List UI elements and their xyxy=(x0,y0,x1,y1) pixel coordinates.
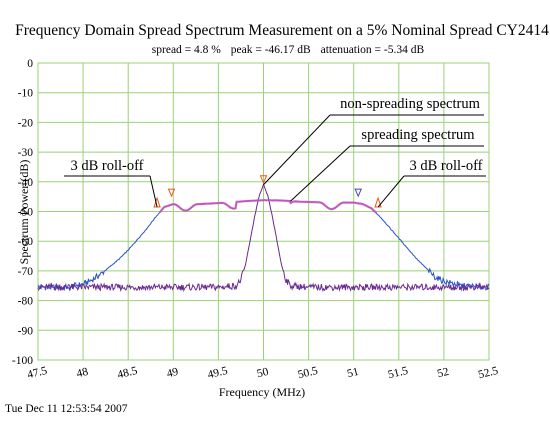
grid xyxy=(37,62,490,361)
y-tick-label: -10 xyxy=(18,88,34,100)
subtitle-attenuation: attenuation = -5.34 dB xyxy=(321,44,425,56)
x-tick-label: 48 xyxy=(75,366,89,380)
smoothed-spreading-line xyxy=(158,199,378,214)
x-tick-label: 51.5 xyxy=(387,365,410,382)
local-peak-marker xyxy=(354,188,362,198)
x-tick-label: 48.5 xyxy=(116,365,139,382)
y-tick-label: -20 xyxy=(18,117,34,129)
annotation-rolloff-right-leader xyxy=(377,175,405,208)
chart-subtitle: spread = 4.8 % peak = -46.17 dB attenuat… xyxy=(152,44,425,56)
y-axis-label: Spectrum Power (dB) xyxy=(17,160,31,265)
y-tick-labels: 0 -10 -20 -30 -40 -50 -60 -70 -80 -90 -100 xyxy=(12,58,33,367)
chart-title: Frequency Domain Spread Spectrum Measure… xyxy=(15,22,549,39)
y-tick-label: -90 xyxy=(18,325,34,337)
x-tick-label: 47.5 xyxy=(26,365,49,382)
timestamp: Tue Dec 11 12:53:54 2007 xyxy=(5,403,128,415)
x-axis-label: Frequency (MHz) xyxy=(219,385,305,399)
local-peak-marker xyxy=(167,188,176,198)
y-tick-label: 0 xyxy=(27,58,33,70)
x-tick-labels: 47.5 48 48.5 49 49.5 50 50.5 51 51.5 52 52.5 xyxy=(26,365,500,382)
y-tick-label: -70 xyxy=(18,266,34,278)
subtitle-spread: spread = 4.8 % xyxy=(152,44,221,56)
x-tick-label: 49.5 xyxy=(206,365,229,382)
x-tick-label: 49 xyxy=(166,366,180,380)
x-tick-label: 50 xyxy=(256,366,270,380)
x-tick-label: 50.5 xyxy=(297,365,320,382)
annotation-non-spreading: non-spreading spectrum xyxy=(340,96,480,112)
y-tick-label: -60 xyxy=(18,236,34,248)
y-tick-label: -40 xyxy=(18,177,34,189)
subtitle-peak: peak = -46.17 dB xyxy=(231,44,311,56)
annotation-layer: non-spreading spectrum spreading spectrum… xyxy=(64,96,486,208)
y-tick-label: -100 xyxy=(12,355,33,367)
annotation-spreading: spreading spectrum xyxy=(361,127,475,143)
x-tick-label: 51 xyxy=(346,366,360,380)
annotation-spreading-leader xyxy=(290,145,351,202)
annotation-rolloff-right: 3 dB roll-off xyxy=(409,158,482,174)
annotation-rolloff-left: 3 dB roll-off xyxy=(70,158,143,174)
x-tick-label: 52 xyxy=(436,366,450,380)
peak-marker xyxy=(259,175,268,185)
x-tick-label: 52.5 xyxy=(477,365,500,382)
y-tick-label: -30 xyxy=(18,147,34,159)
annotation-non-spreading-leader xyxy=(263,114,331,186)
annotation-rolloff-left-leader xyxy=(149,175,158,208)
y-tick-label: -50 xyxy=(18,207,34,219)
y-tick-label: -80 xyxy=(18,296,34,308)
rolloff-marker xyxy=(374,196,382,208)
